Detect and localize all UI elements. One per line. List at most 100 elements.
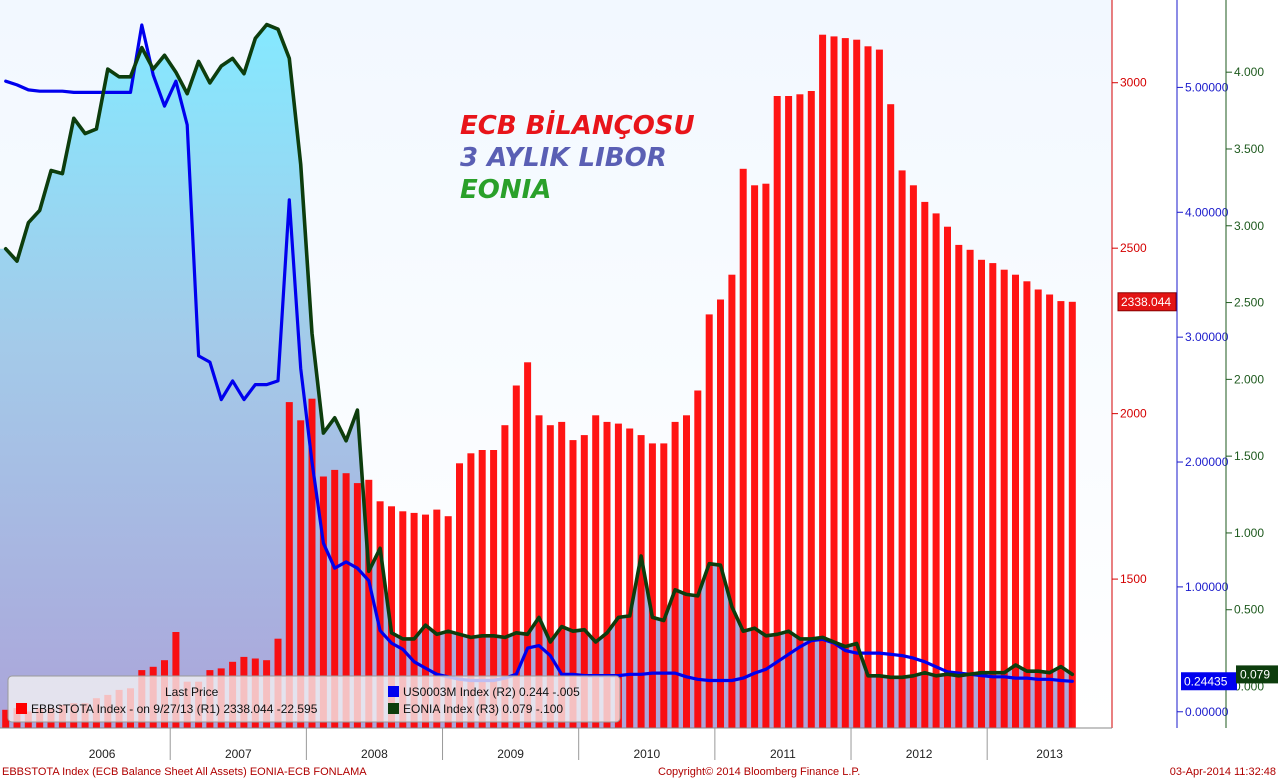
legend-label-1: EBBSTOTA Index - on 9/27/13 (R1) 2338.04…: [31, 702, 318, 716]
r1-price-tag-text: 2338.044: [1121, 295, 1171, 309]
ebbstota-bar: [2, 709, 10, 728]
r2-tick-label: 5.00000: [1185, 80, 1229, 94]
r2-price-tag: [1181, 672, 1237, 691]
ebbstota-bar: [399, 511, 407, 728]
libor-line: [4, 23, 1074, 683]
ebbstota-bar: [660, 443, 668, 728]
ebbstota-bar: [796, 94, 804, 728]
ebbstota-bar: [353, 483, 361, 728]
r3-tick-label: 2.500: [1234, 296, 1264, 310]
x-tick-label-2009: 2009: [497, 747, 524, 761]
r3-tick-label: 4.000: [1234, 65, 1264, 79]
x-axis-band: [0, 728, 1280, 764]
r3-tick-label: 1.000: [1234, 526, 1264, 540]
ebbstota-bar: [456, 463, 463, 728]
ebbstota-bar: [898, 170, 906, 728]
r1-tick-label: 3000: [1120, 76, 1147, 90]
ebbstota-bar: [1012, 274, 1019, 728]
ebbstota-bar: [1023, 281, 1031, 728]
r3-tick-label: 3.500: [1234, 142, 1264, 156]
ebbstota-bar: [864, 46, 872, 728]
r2-tick-label: 1.00000: [1185, 580, 1229, 594]
r1-price-tag: [1117, 292, 1177, 312]
ebbstota-bar: [637, 435, 645, 728]
x-tick-label-2012: 2012: [906, 747, 933, 761]
ebbstota-bar: [739, 168, 747, 728]
ebbstota-bar: [501, 425, 509, 728]
ebbstota-bar: [433, 509, 441, 728]
ebbstota-bar: [875, 49, 883, 728]
r3-price-tag-text: 0.079: [1240, 667, 1270, 681]
ebbstota-bar: [683, 415, 690, 728]
x-tick-label-2010: 2010: [633, 747, 660, 761]
legend-box: [7, 675, 621, 723]
ebbstota-bar: [603, 421, 611, 728]
ebbstota-bar: [909, 185, 917, 728]
ebbstota-bar: [932, 213, 940, 728]
r3-tick-label: 2.000: [1234, 372, 1264, 386]
x-tick-label-2007: 2007: [225, 747, 252, 761]
ebbstota-bar: [1057, 301, 1065, 728]
ebbstota-bar: [467, 453, 475, 728]
ebbstota-bar: [955, 244, 963, 728]
ebbstota-bar: [490, 450, 498, 728]
ebbstota-bar: [807, 91, 815, 728]
ebbstota-bar: [569, 440, 577, 728]
x-tick-label-2013: 2013: [1036, 747, 1063, 761]
ebbstota-bar: [580, 435, 588, 728]
ebbstota-bar: [762, 183, 770, 728]
r1-tick-label: 2000: [1120, 407, 1147, 421]
ebbstota-bar: [592, 415, 600, 728]
x-tick-label-2008: 2008: [361, 747, 388, 761]
ebbstota-bar: [1034, 289, 1042, 728]
r2-tick-label: 2.00000: [1185, 455, 1229, 469]
legend-label-2: US0003M Index (R2) 0.244 -.005: [403, 685, 580, 699]
ebbstota-bar: [830, 36, 838, 728]
ebbstota-bar: [921, 201, 929, 728]
title-line-1: ECB BİLANÇOSU: [460, 109, 695, 141]
ebbstota-bar: [285, 402, 293, 728]
r1-tick-label: 2500: [1120, 241, 1147, 255]
ebbstota-bar: [614, 423, 622, 728]
ebbstota-bar: [773, 96, 781, 728]
ebbstota-bar: [365, 479, 373, 728]
footer-center: Copyright© 2014 Bloomberg Finance L.P.: [658, 766, 860, 778]
r3-price-tag: [1236, 665, 1278, 684]
ebbstota-bar: [819, 34, 827, 728]
ebbstota-bar: [978, 259, 985, 728]
r3-tick-label: 0.500: [1234, 603, 1264, 617]
ebbstota-bar: [297, 420, 305, 728]
ebbstota-bar: [728, 274, 736, 728]
legend-swatch-1: [16, 703, 27, 714]
ebbstota-bar: [671, 421, 679, 728]
ebbstota-bar: [785, 96, 793, 728]
ebbstota-bar: [717, 299, 724, 728]
ebbstota-bar: [1000, 269, 1008, 728]
eonia-area: [0, 24, 1073, 728]
ebbstota-bar: [376, 501, 384, 728]
ebbstota-bar: [648, 443, 656, 728]
ebbstota-bar: [887, 104, 895, 728]
x-tick-label-2011: 2011: [770, 747, 796, 761]
ebbstota-bar: [319, 476, 327, 728]
legend-swatch-3: [388, 703, 399, 714]
legend-label-3: EONIA Index (R3) 0.079 -.100: [403, 702, 563, 716]
ebbstota-bar: [535, 415, 543, 728]
ebbstota-bar: [422, 514, 429, 728]
ebbstota-bar: [694, 390, 702, 728]
ebbstota-bar: [308, 398, 316, 728]
footer-right: 03-Apr-2014 11:32:48: [1170, 766, 1276, 778]
ebbstota-bar: [524, 362, 532, 728]
ebbstota-bar: [841, 38, 849, 728]
r2-tick-label: 0.00000: [1185, 705, 1229, 719]
ebbstota-bar: [478, 450, 486, 728]
eonia-line: [3, 22, 1075, 680]
ebbstota-bar: [989, 263, 997, 728]
title-line-2: 3 AYLIK LIBOR: [460, 143, 667, 173]
ebbstota-bar: [751, 185, 759, 728]
r2-tick-label: 4.00000: [1185, 205, 1229, 219]
r3-tick-label: 3.000: [1234, 219, 1264, 233]
ebbstota-bar: [512, 385, 520, 728]
x-tick-label-2006: 2006: [89, 747, 116, 761]
